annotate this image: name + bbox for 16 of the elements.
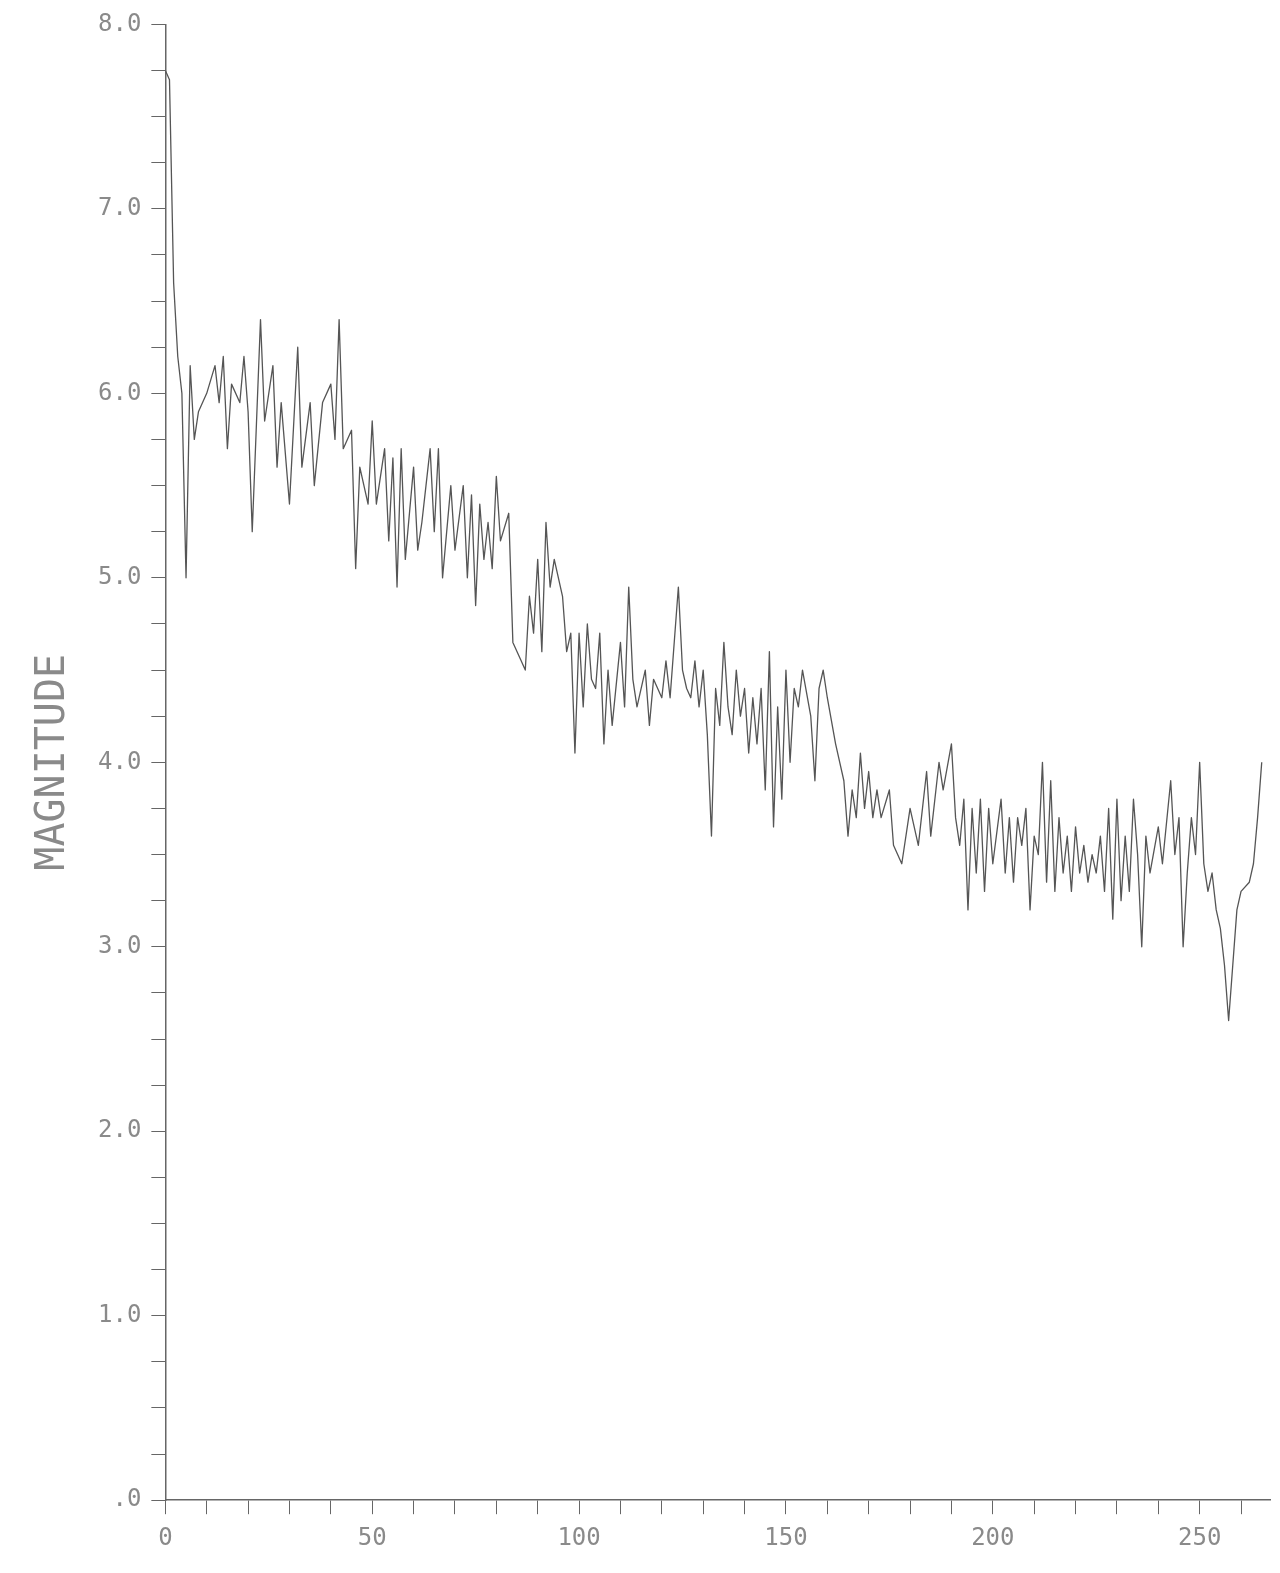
y-tick-label: 3.0 — [97, 931, 142, 960]
x-tick-label: 50 — [357, 1522, 387, 1551]
y-tick-label: 8.0 — [97, 8, 142, 37]
y-tick-label: .0 — [112, 1484, 142, 1513]
x-tick-label: 150 — [764, 1522, 808, 1551]
y-tick-label: 4.0 — [97, 746, 142, 775]
x-tick-label: 250 — [1177, 1522, 1222, 1551]
x-tick-label: 0 — [158, 1522, 173, 1551]
y-tick-label: 6.0 — [97, 377, 142, 406]
y-tick-label: 7.0 — [97, 193, 142, 222]
x-tick-label: 100 — [557, 1522, 601, 1551]
y-tick-label: 2.0 — [97, 1115, 142, 1144]
x-tick-label: 200 — [971, 1522, 1015, 1551]
y-axis-title: MAGNITUDE — [27, 653, 74, 871]
y-tick-label: 5.0 — [97, 562, 142, 591]
y-tick-label: 1.0 — [97, 1299, 142, 1328]
